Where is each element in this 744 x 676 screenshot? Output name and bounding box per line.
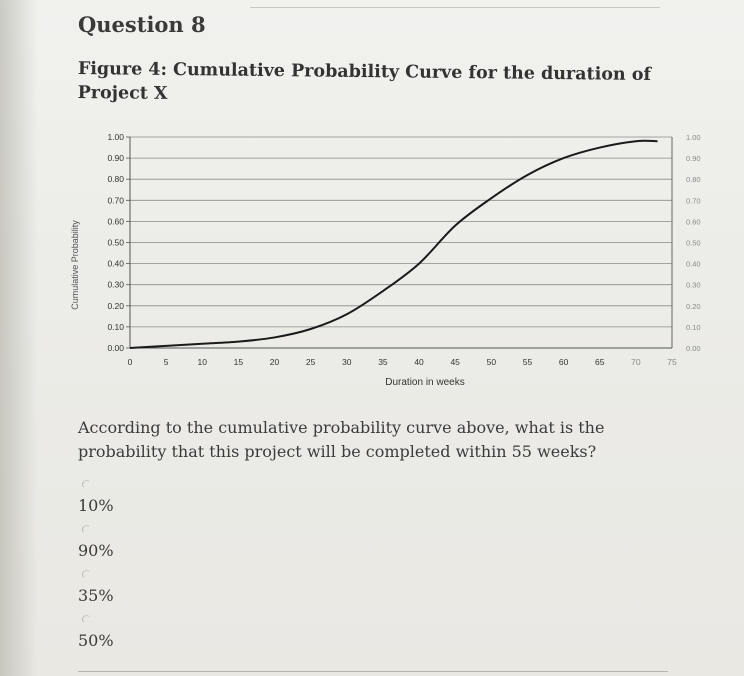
y-tick-label: 0.90 [107, 153, 124, 163]
option-label: 50% [78, 631, 114, 650]
y-tick-label: 0.30 [107, 280, 124, 290]
radio-icon[interactable] [82, 615, 91, 624]
x-tick-label: 55 [523, 357, 533, 367]
y-tick-label: 0.00 [107, 343, 124, 353]
x-tick-label: 5 [164, 357, 169, 367]
y-tick-label-right: 0.90 [686, 154, 701, 163]
answer-options: 10% 90% 35% 50% [78, 478, 378, 658]
grid-lines [130, 136, 672, 349]
x-tick-label: 25 [306, 357, 316, 367]
figure-caption: Figure 4: Cumulative Probability Curve f… [77, 58, 652, 104]
y-tick-label: 1.00 [107, 132, 124, 142]
option-label: 35% [78, 586, 114, 605]
x-axis-label: Duration in weeks [385, 377, 464, 388]
y-tick-label: 0.20 [107, 301, 124, 311]
y-tick-label-right: 0.10 [686, 323, 701, 332]
radio-icon[interactable] [82, 480, 91, 489]
question-text: According to the cumulative probability … [78, 418, 605, 461]
x-tick-label: 50 [487, 357, 497, 367]
y-tick-label-right: 0.20 [686, 302, 701, 311]
option-35-percent[interactable]: 35% [78, 568, 378, 613]
option-10-percent[interactable]: 10% [78, 478, 378, 523]
y-tick-label: 0.50 [107, 238, 124, 248]
y-tick-label: 0.40 [107, 259, 124, 269]
x-tick-label: 15 [234, 357, 244, 367]
option-90-percent[interactable]: 90% [78, 523, 378, 568]
x-tick-label: 75 [667, 357, 677, 367]
x-tick-label: 40 [414, 357, 424, 367]
bottom-divider [78, 671, 668, 672]
y-tick-label-right: 0.40 [686, 260, 701, 269]
radio-icon[interactable] [82, 570, 91, 579]
cumulative-probability-chart: 0.00 0.10 0.20 0.30 0.40 0.50 0.60 0.70 0.80 0.90… [60, 115, 730, 405]
x-tick-label: 45 [450, 357, 460, 367]
x-tick-label: 60 [559, 357, 569, 367]
y-tick-label-right: 0.80 [686, 175, 701, 184]
top-divider [250, 7, 660, 8]
y-axis-label: Cumulative Probability [70, 220, 80, 310]
x-tick-label: 30 [342, 357, 352, 367]
x-tick-label: 35 [378, 357, 388, 367]
option-label: 10% [78, 496, 114, 515]
series-line [129, 139, 658, 349]
x-tick-label: 0 [128, 357, 133, 367]
option-label: 90% [78, 541, 114, 560]
y-tick-label-right: 1.00 [686, 133, 701, 142]
y-tick-labels-left: 0.00 0.10 0.20 0.30 0.40 0.50 0.60 0.70 0.80 0.90… [107, 132, 124, 353]
page-shadow [0, 0, 38, 676]
radio-icon[interactable] [82, 525, 91, 534]
y-tick-label: 0.10 [107, 322, 124, 332]
y-tick-label-right: 0.70 [686, 196, 701, 205]
x-tick-label: 70 [631, 357, 641, 367]
y-tick-label-right: 0.00 [686, 344, 701, 353]
x-tick-label: 10 [198, 357, 208, 367]
axes [126, 136, 673, 349]
x-tick-label: 65 [595, 357, 605, 367]
y-tick-labels-right: 0.00 0.10 0.20 0.30 0.40 0.50 0.60 0.70 0.80 0.90… [686, 133, 701, 353]
y-tick-label: 0.70 [107, 195, 124, 205]
series [129, 139, 658, 349]
y-tick-label-right: 0.60 [686, 217, 701, 226]
y-tick-label-right: 0.50 [686, 239, 701, 248]
y-tick-label: 0.80 [107, 174, 124, 184]
option-50-percent[interactable]: 50% [78, 613, 378, 658]
chart-svg: 0.00 0.10 0.20 0.30 0.40 0.50 0.60 0.70 0.80 0.90… [70, 132, 701, 388]
question-title: Question 8 [78, 12, 206, 37]
x-tick-labels: 0 5 10 15 20 25 30 35 40 45 50 55 60 65 70 75 [128, 357, 677, 367]
x-tick-label: 20 [270, 357, 280, 367]
y-tick-label: 0.60 [107, 216, 124, 226]
y-tick-label-right: 0.30 [686, 281, 701, 290]
